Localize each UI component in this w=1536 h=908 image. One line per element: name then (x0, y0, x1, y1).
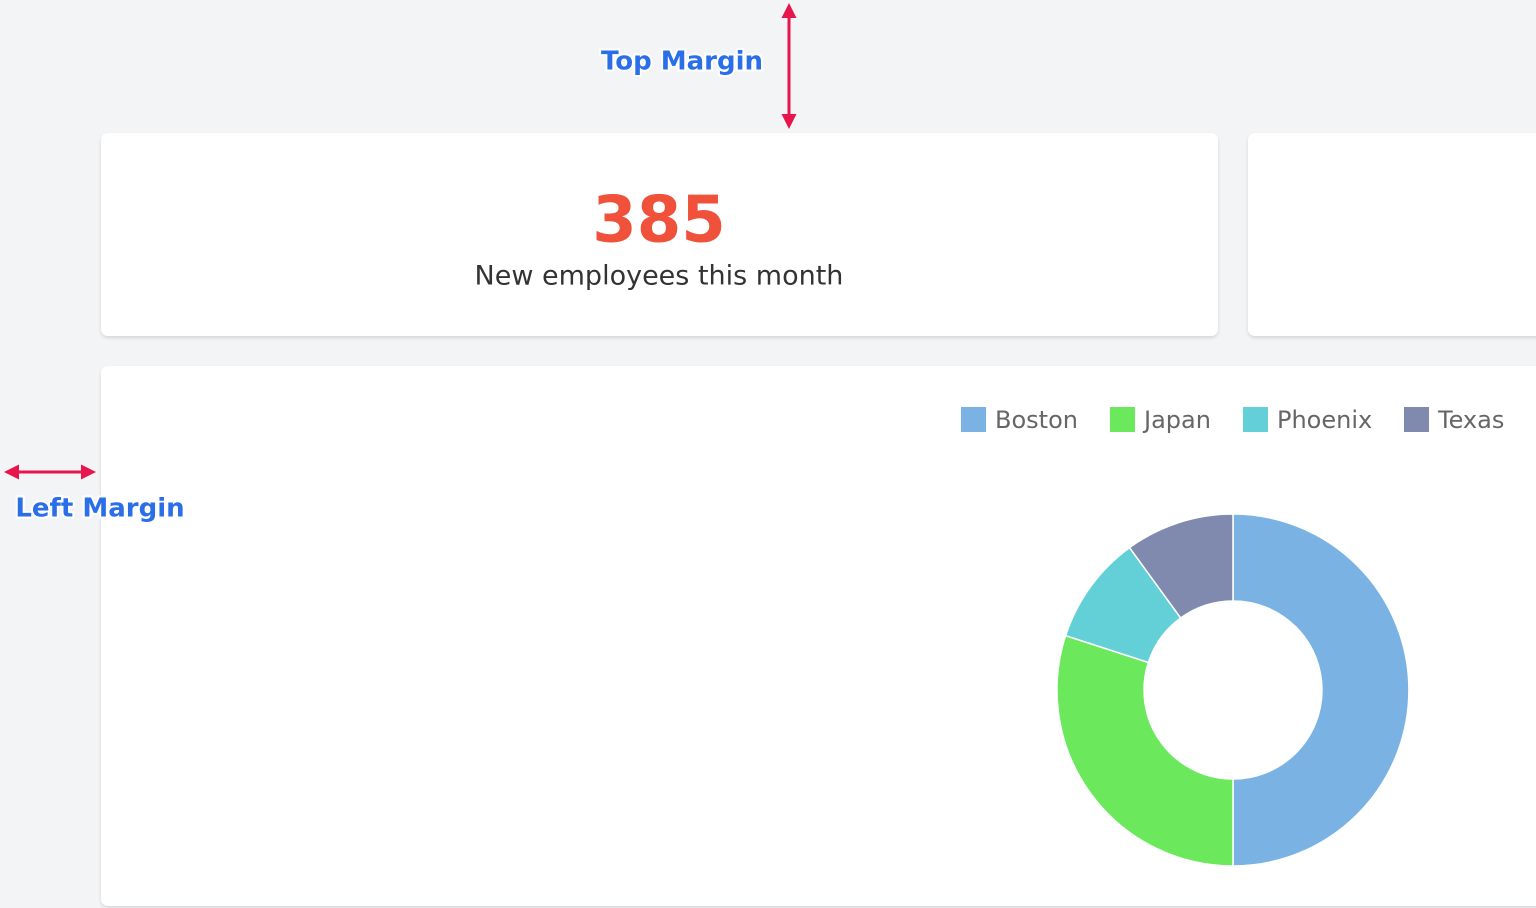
donut-slice (1056, 634, 1234, 867)
donut-chart: Boston Japan Phoenix Texas (961, 406, 1504, 867)
stat-card (1248, 133, 1536, 336)
stat-label: New employees this month (475, 261, 844, 292)
legend-label: Japan (1142, 406, 1211, 434)
legend-swatch (1243, 407, 1268, 432)
stat-value: 385 (592, 184, 726, 258)
donut-slice (1232, 513, 1410, 867)
legend-label: Boston (995, 406, 1078, 434)
annotation: Left Margin (15, 494, 184, 524)
legend-swatch (1404, 407, 1429, 432)
stat-card (101, 133, 1218, 336)
legend-label: Texas (1437, 406, 1504, 434)
legend-swatch (1110, 407, 1135, 432)
annotation: Top Margin (601, 47, 763, 77)
donut-slice (1128, 513, 1234, 620)
legend-swatch (961, 407, 986, 432)
legend-label: Phoenix (1277, 406, 1372, 434)
